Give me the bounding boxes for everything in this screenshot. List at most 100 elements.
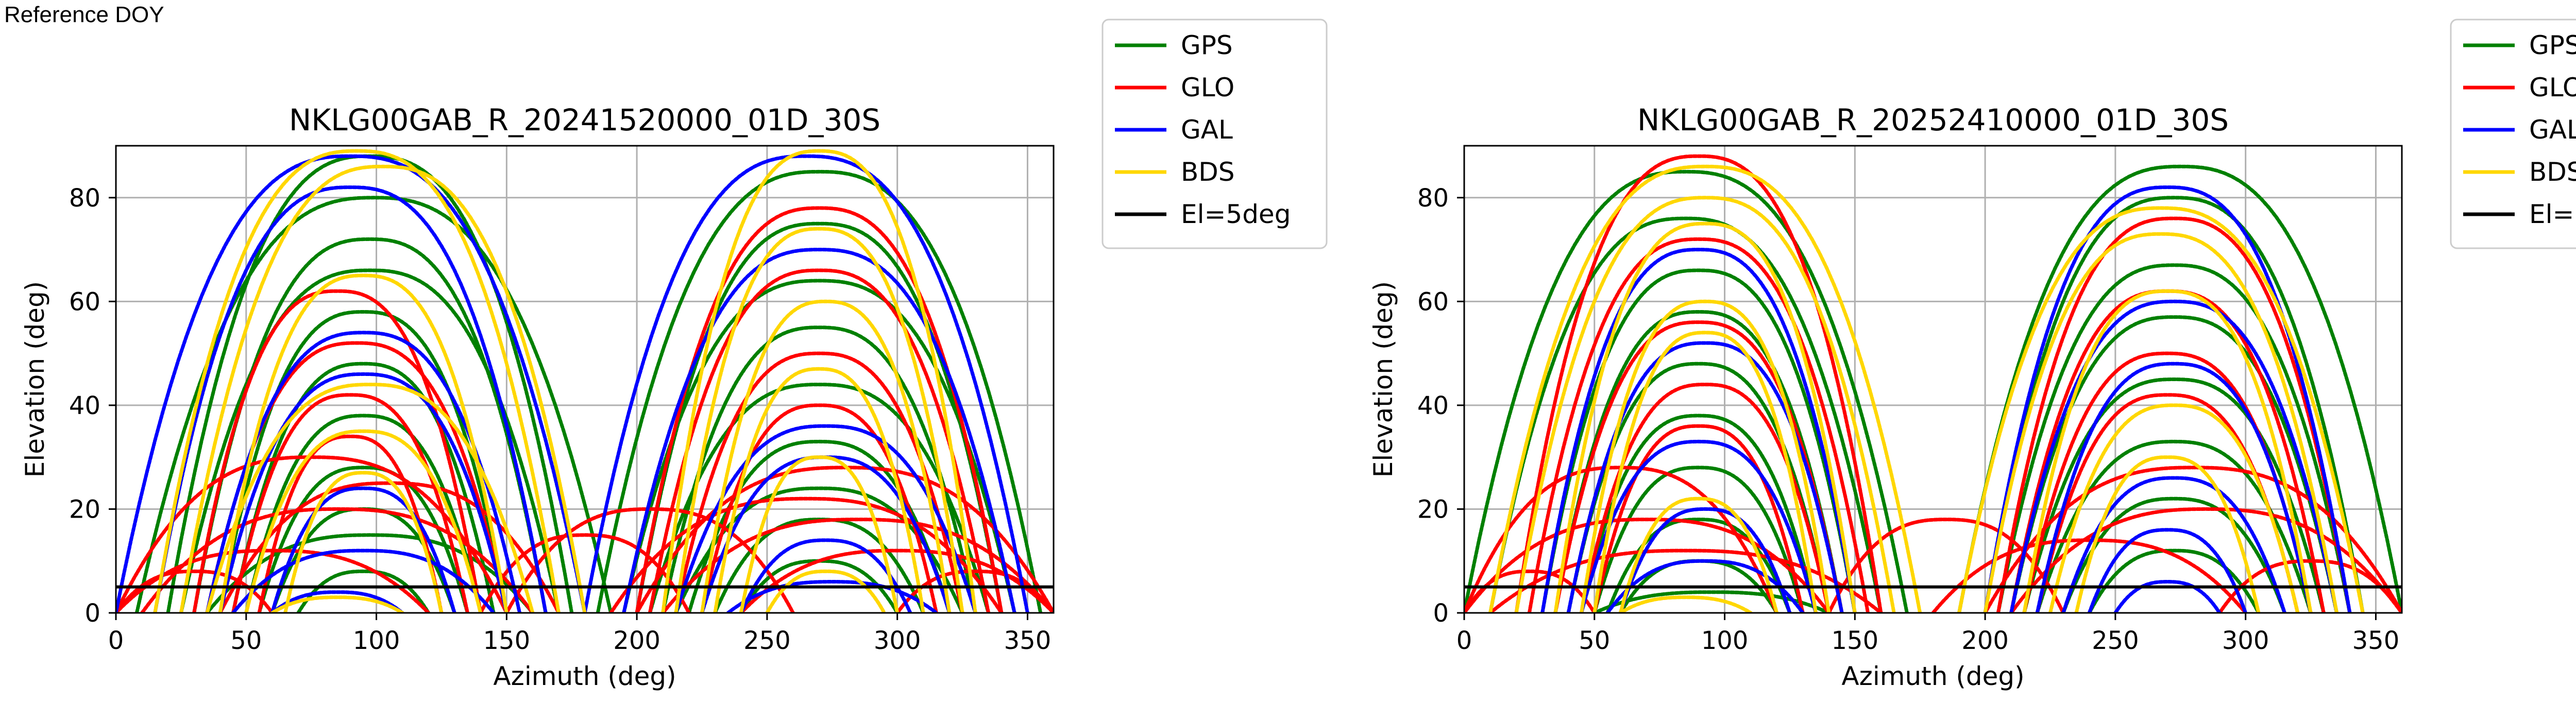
series-track-gps: [1488, 216, 1883, 613]
series-track-gps: [648, 383, 991, 613]
x-tick-label: 300: [874, 626, 921, 655]
series-track-bds: [205, 383, 535, 613]
y-tick-label: 60: [69, 287, 100, 316]
series-track-bds: [1618, 496, 1779, 613]
series-track-gal: [726, 580, 938, 613]
series-track-bds: [270, 595, 404, 613]
y-tick-label: 40: [69, 391, 100, 420]
x-tick-label: 250: [2092, 626, 2139, 655]
series-track-gps: [596, 169, 1043, 613]
series-track-glo: [504, 507, 795, 613]
x-tick-label: 250: [743, 626, 791, 655]
series-track-bds: [739, 455, 900, 613]
reference-doy-label: Reference DOY: [4, 2, 164, 27]
x-tick-label: 100: [1701, 626, 1749, 655]
series-track-bds: [1553, 221, 1857, 613]
series-track-bds: [1592, 331, 1818, 613]
x-tick-label: 350: [1004, 626, 1052, 655]
series-track-bds: [244, 429, 483, 613]
legend-label: El=5deg: [2529, 199, 2576, 229]
legend-label: GAL: [2529, 115, 2576, 145]
series-track-gal: [153, 185, 548, 613]
chart-panel-1: 0 50 100 150 200 250 300 350 0 20 40 60 80 NKLG00GAB_…: [20, 19, 1328, 691]
series-track-glo: [674, 351, 964, 613]
series-track-gal: [674, 424, 977, 613]
series-track-gal: [739, 538, 912, 613]
x-tick-label: 0: [108, 626, 124, 655]
x-tick-label: 200: [613, 626, 660, 655]
legend-label: GPS: [1181, 30, 1233, 60]
x-tick-label: 100: [353, 626, 400, 655]
series-track-gps: [622, 279, 1016, 613]
series-track-gps: [2061, 496, 2286, 613]
legend: GPS GLO GAL BDS El=5deg: [2450, 19, 2576, 249]
series-track-gps: [2022, 377, 2326, 613]
x-tick-label: 200: [1961, 626, 2009, 655]
legend-box: [2450, 19, 2576, 249]
series-track-glo: [1527, 237, 1870, 613]
y-axis-label: Elevation (deg): [20, 281, 50, 477]
series-track-bds: [661, 149, 977, 613]
series-track-gps: [1580, 414, 1818, 613]
series-track-gps: [2087, 548, 2261, 613]
series-track-gal: [583, 154, 1029, 613]
series-track-gps: [1464, 169, 1909, 613]
series-track-gps: [1983, 196, 2365, 613]
series-track-gal: [1618, 507, 1792, 613]
series-track-bds: [674, 227, 964, 613]
x-tick-label: 50: [230, 626, 262, 655]
chart-title: NKLG00GAB_R_20252410000_01D_30S: [1637, 102, 2229, 138]
series-track-gps: [231, 362, 496, 613]
series-track-gps: [244, 414, 483, 613]
series-track-glo: [1464, 518, 1831, 613]
x-tick-label: 150: [483, 626, 531, 655]
series-layer: [1464, 154, 2402, 613]
y-tick-label: 80: [69, 184, 100, 213]
series-track-gal: [116, 154, 587, 613]
series-track-gal: [622, 248, 1016, 613]
series-track-bds: [179, 164, 587, 613]
series-track-bds: [713, 367, 925, 613]
series-track-gps: [1957, 164, 2402, 613]
series-track-bds: [1580, 299, 1831, 613]
series-track-bds: [2022, 289, 2313, 613]
series-layer: [116, 149, 1054, 613]
series-track-gps: [661, 325, 977, 613]
series-track-gps: [257, 466, 469, 613]
series-track-gal: [270, 590, 404, 613]
series-track-gps: [1553, 310, 1844, 613]
series-track-glo: [648, 268, 991, 613]
series-track-glo: [661, 518, 1054, 613]
x-tick-label: 50: [1579, 626, 1610, 655]
legend-label: GLO: [2529, 73, 2576, 102]
series-track-bds: [1488, 164, 1922, 613]
series-track-bds: [1514, 196, 1896, 613]
series-track-gal: [1605, 559, 1805, 613]
chart-title: NKLG00GAB_R_20241520000_01D_30S: [289, 102, 880, 138]
x-axis-label: Azimuth (deg): [493, 661, 676, 691]
chart-panel-2: 0 50 100 150 200 250 300 350 0 20 40 60 80 NKLG00GAB_…: [1368, 19, 2576, 691]
legend-box: [1101, 19, 1328, 249]
series-track-glo: [1931, 538, 2248, 613]
y-tick-label: 80: [1417, 184, 1449, 213]
series-track-glo: [1488, 548, 1883, 613]
plot-frame: [1463, 145, 2403, 614]
series-track-gal: [2087, 528, 2248, 613]
y-tick-label: 40: [1417, 391, 1449, 420]
y-tick-label: 20: [69, 495, 100, 524]
series-track-gal: [1540, 248, 1857, 613]
series-track-glo: [635, 206, 1004, 613]
y-axis-label: Elevation (deg): [1368, 281, 1398, 477]
series-track-bds: [283, 471, 444, 613]
y-tick-label: 60: [1417, 287, 1449, 316]
y-tick-label: 0: [1433, 599, 1449, 628]
series-track-gps: [1540, 268, 1857, 613]
series-track-gal: [2035, 362, 2313, 613]
x-tick-label: 150: [1832, 626, 1879, 655]
legend-label: El=5deg: [1181, 199, 1291, 229]
series-track-gal: [205, 331, 522, 613]
legend-label: GAL: [1181, 115, 1233, 145]
series-track-glo: [1592, 424, 1805, 613]
series-track-gps: [1996, 263, 2352, 613]
x-tick-label: 300: [2222, 626, 2269, 655]
